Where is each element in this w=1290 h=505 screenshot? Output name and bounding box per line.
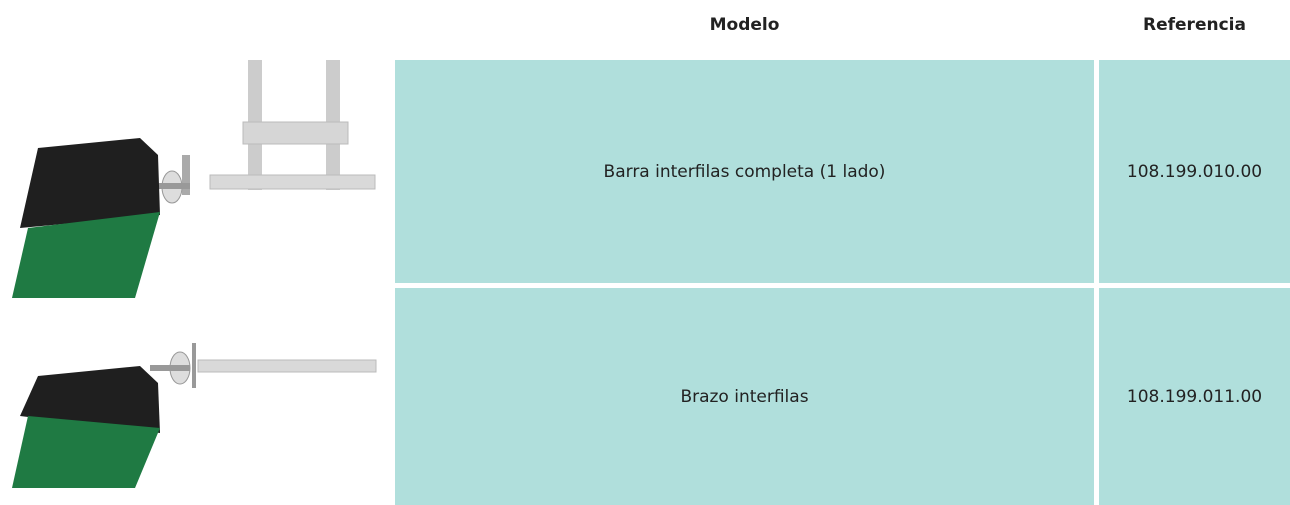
reference-cell: 108.199.011.00: [1099, 288, 1290, 505]
model-cell: Barra interfilas completa (1 lado): [395, 60, 1094, 283]
header-referencia: Referencia: [1143, 15, 1246, 35]
header-modelo: Modelo: [709, 15, 780, 35]
product-image: [12, 343, 377, 488]
model-cell: Brazo interfilas: [395, 288, 1094, 505]
product-image: [12, 60, 376, 298]
reference-cell: 108.199.010.00: [1099, 60, 1290, 283]
